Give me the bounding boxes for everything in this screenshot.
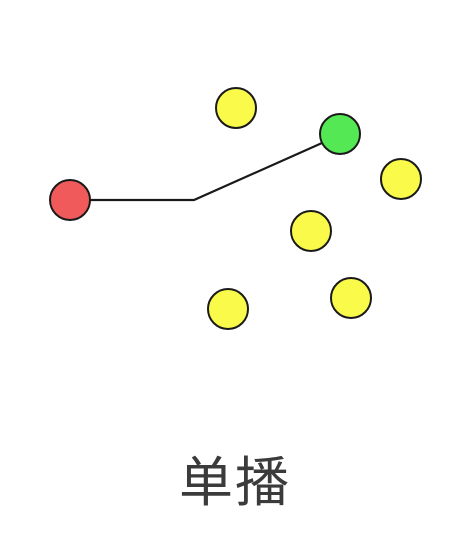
node-bottom-right bbox=[330, 277, 372, 319]
node-right bbox=[380, 158, 422, 200]
node-center bbox=[290, 210, 332, 252]
node-bottom-left bbox=[207, 288, 249, 330]
source-node bbox=[49, 179, 91, 221]
diagram-caption: 单播 bbox=[179, 451, 291, 514]
destination-node bbox=[319, 113, 361, 155]
unicast-arrow bbox=[70, 137, 333, 202]
node-top-left bbox=[215, 87, 257, 129]
